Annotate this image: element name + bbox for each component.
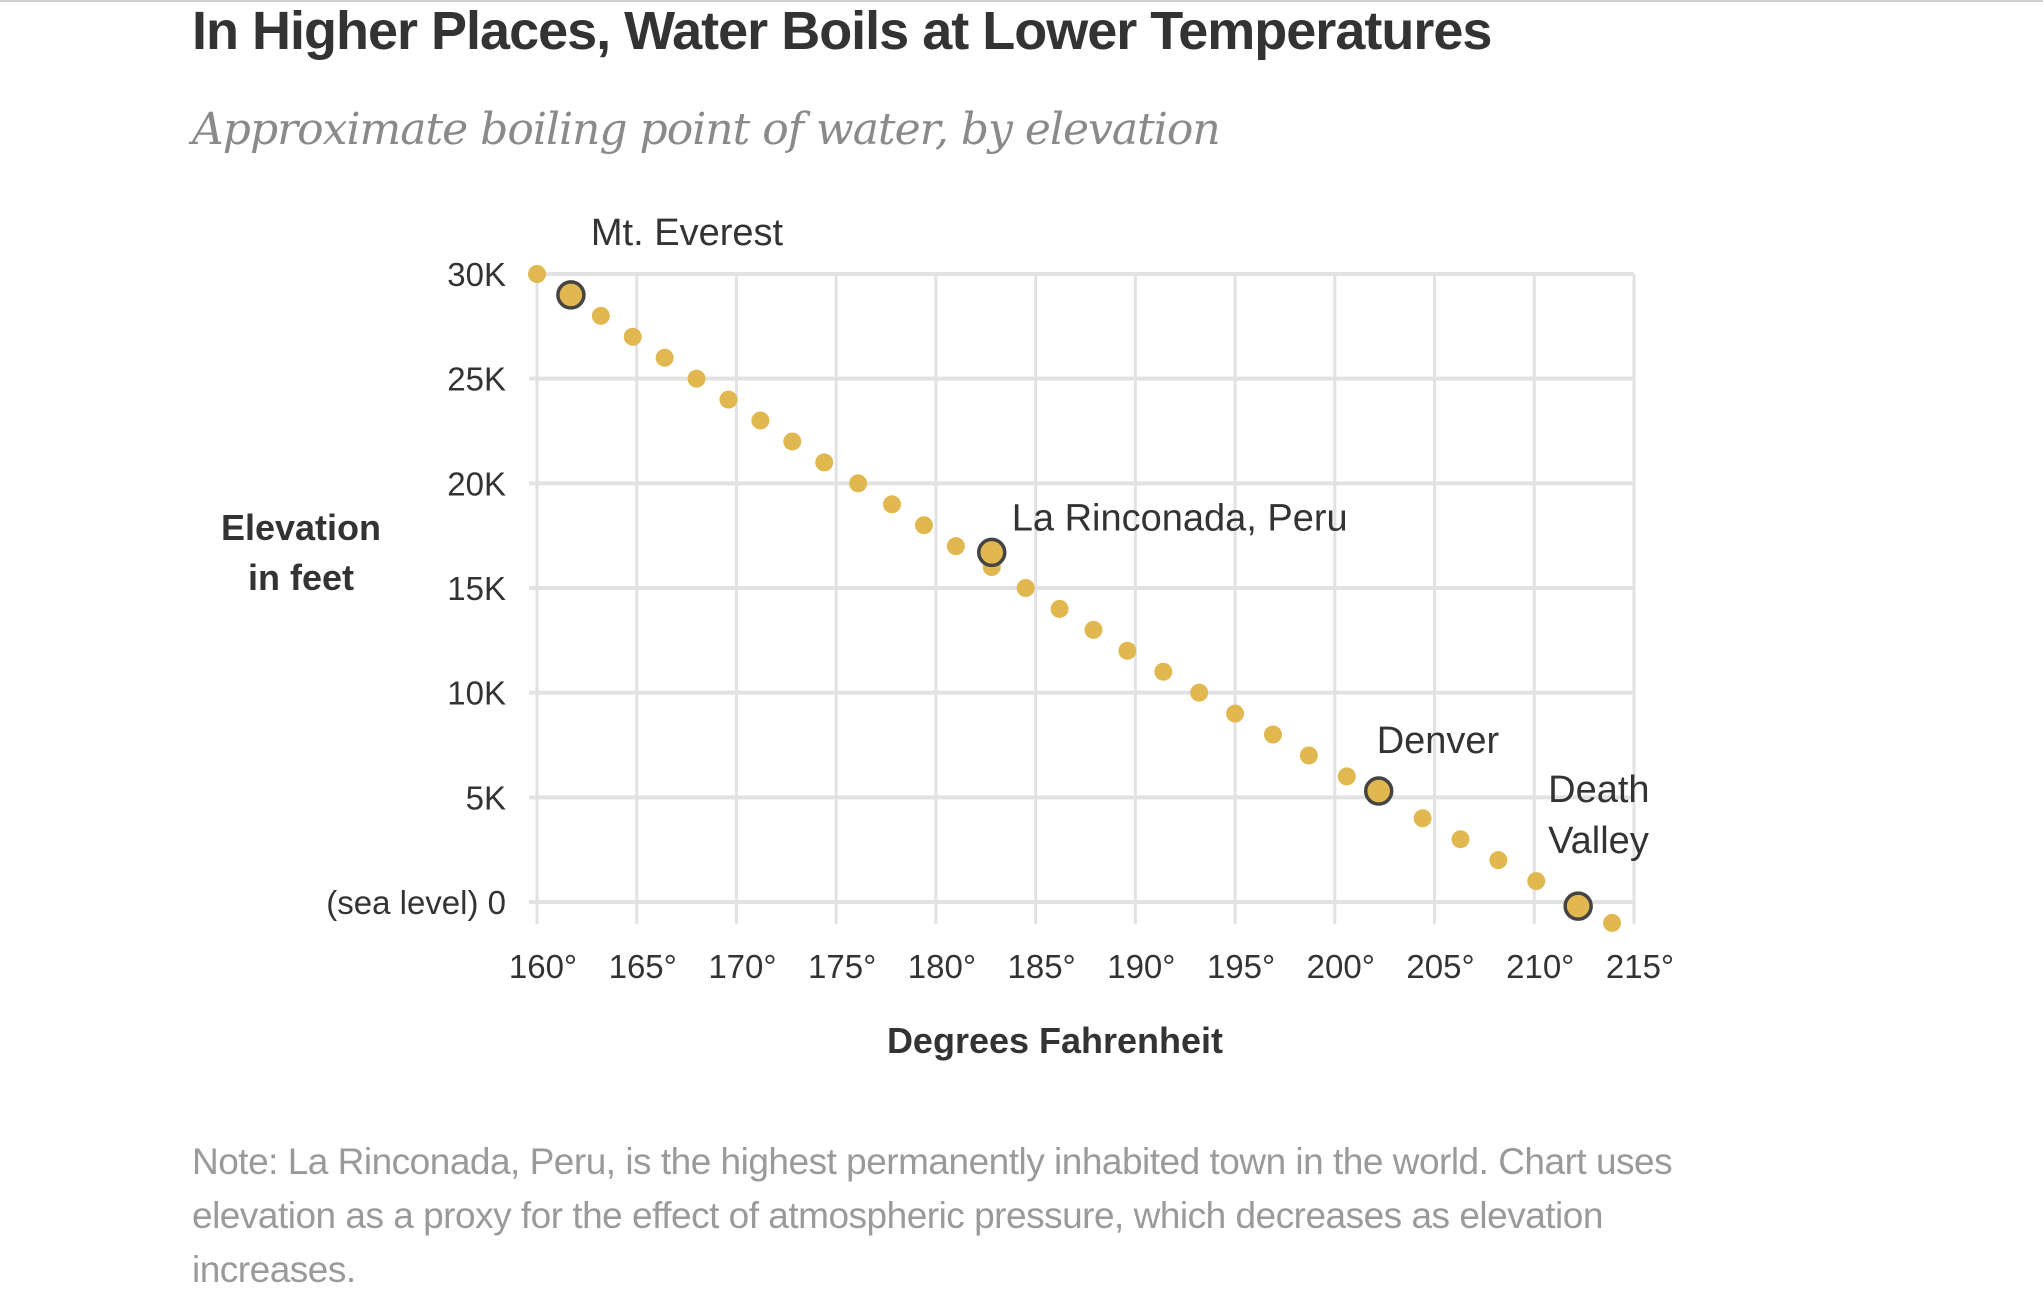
annotation-label: Mt. Everest bbox=[591, 212, 784, 254]
data-point bbox=[1226, 704, 1245, 723]
data-point bbox=[1299, 746, 1318, 765]
grid-lines bbox=[529, 272, 1636, 924]
data-point bbox=[623, 327, 642, 346]
highlight-point bbox=[556, 280, 586, 310]
chart-subtitle: Approximate boiling point of water, by e… bbox=[192, 104, 1221, 155]
x-tick-label: 210° bbox=[1506, 948, 1574, 985]
x-tick-label: 180° bbox=[908, 948, 976, 985]
x-tick-label: 185° bbox=[1008, 948, 1076, 985]
highlight-points: Mt. Everest La Rinconada, Peru Denver Death… bbox=[556, 212, 1650, 921]
x-tick-label: 175° bbox=[808, 948, 876, 985]
chart-title: In Higher Places, Water Boils at Lower T… bbox=[192, 1, 1492, 61]
x-tick-label: 170° bbox=[708, 948, 776, 985]
data-points bbox=[528, 265, 1622, 932]
data-point bbox=[1263, 725, 1282, 744]
y-tick-label: 25K bbox=[447, 361, 506, 398]
x-tick-label: 205° bbox=[1406, 948, 1474, 985]
y-axis-ticks: (sea level) 0 5K 10K 15K 20K 25K 30K bbox=[326, 256, 506, 921]
x-axis-ticks: 160° 165° 170° 175° 180° 185° 190° 195° 200° 205°… bbox=[509, 948, 1674, 985]
data-point bbox=[1118, 641, 1137, 660]
annotation-label: Valley bbox=[1548, 820, 1649, 862]
annotation-label: Denver bbox=[1377, 720, 1500, 762]
data-point bbox=[1154, 662, 1173, 681]
highlight-point bbox=[1363, 776, 1394, 806]
data-point bbox=[655, 348, 674, 367]
x-tick-label: 200° bbox=[1307, 948, 1375, 985]
footnote: Note: La Rinconada, Peru, is the highest… bbox=[192, 1141, 1673, 1290]
data-point bbox=[1084, 620, 1103, 639]
data-point bbox=[1337, 767, 1356, 786]
y-tick-label: 20K bbox=[447, 465, 506, 502]
annotation-label: Death bbox=[1548, 769, 1649, 811]
y-tick-label: 5K bbox=[466, 779, 506, 816]
y-axis-label-line-2: in feet bbox=[248, 557, 354, 598]
data-point bbox=[719, 390, 738, 409]
data-point bbox=[914, 516, 933, 535]
y-tick-label: 30K bbox=[447, 256, 506, 293]
x-tick-label: 165° bbox=[609, 948, 677, 985]
data-point bbox=[883, 495, 902, 514]
data-point bbox=[528, 265, 546, 283]
data-point bbox=[849, 474, 868, 493]
highlight-point bbox=[977, 537, 1007, 568]
x-tick-label: 160° bbox=[509, 948, 577, 985]
data-point bbox=[783, 432, 802, 451]
y-axis-label-line-1: Elevation bbox=[221, 507, 381, 548]
data-point bbox=[1050, 599, 1069, 618]
y-tick-label: 10K bbox=[447, 675, 506, 712]
highlight-point bbox=[1563, 891, 1593, 921]
data-point bbox=[591, 306, 610, 325]
x-tick-label: 190° bbox=[1107, 948, 1175, 985]
data-point bbox=[687, 369, 706, 388]
data-point bbox=[1451, 830, 1470, 849]
y-tick-label: (sea level) 0 bbox=[326, 884, 506, 921]
y-tick-label: 15K bbox=[447, 570, 506, 607]
data-point bbox=[946, 537, 965, 556]
data-point bbox=[1413, 809, 1432, 828]
x-axis-label: Degrees Fahrenheit bbox=[887, 1020, 1223, 1061]
data-point bbox=[1190, 683, 1209, 702]
data-point bbox=[1016, 579, 1035, 597]
top-border bbox=[0, 0, 2043, 2]
data-point bbox=[1489, 851, 1508, 870]
annotation-label: La Rinconada, Peru bbox=[1012, 497, 1348, 539]
data-point bbox=[751, 411, 770, 430]
data-point bbox=[1603, 913, 1622, 932]
x-tick-label: 195° bbox=[1207, 948, 1275, 985]
data-point bbox=[1527, 872, 1546, 891]
x-tick-label: 215° bbox=[1606, 948, 1674, 985]
data-point bbox=[815, 453, 834, 472]
